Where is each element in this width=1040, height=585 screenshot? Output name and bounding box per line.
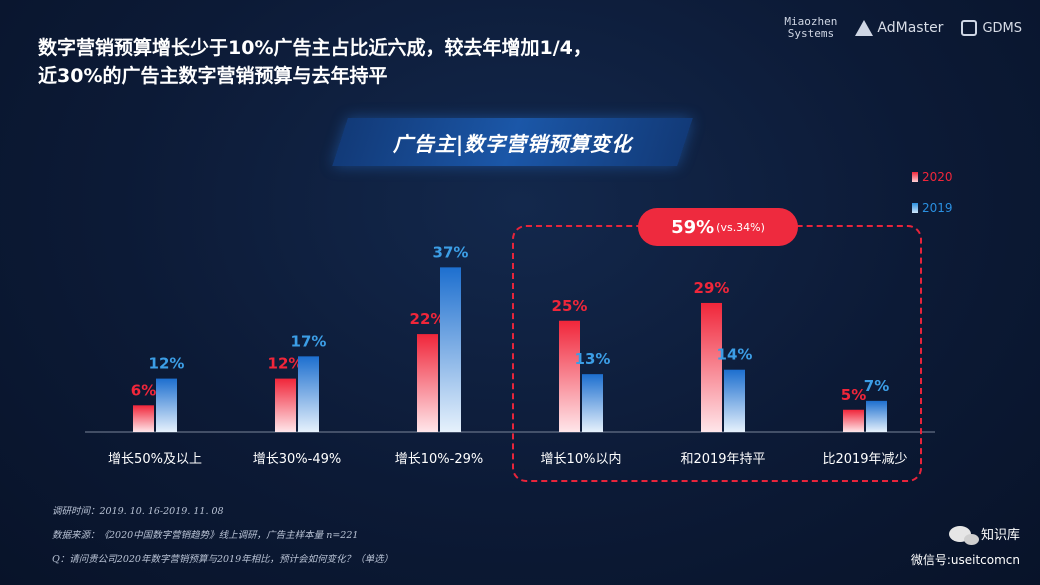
category-label-5: 比2019年减少 xyxy=(822,452,907,467)
gdms-logo: GDMS xyxy=(961,20,1022,36)
bar-2019-1 xyxy=(298,356,319,432)
legend-item-2019: 2019 xyxy=(912,201,953,215)
bar-2019-3 xyxy=(582,374,603,432)
footnote-data-source: 数据来源：《2020中国数字营销趋势》线上调研，广告主样本量 n=221 xyxy=(52,530,359,541)
watermark-name: 知识库 xyxy=(980,528,1020,543)
data-label-2020-4: 29% xyxy=(694,279,730,297)
miaozhen-logo-line-2: Systems xyxy=(787,27,835,40)
bar-2020-5 xyxy=(843,409,864,432)
watermark-account: 微信号:useitcomcn xyxy=(910,553,1020,567)
callout-note: (vs.34%) xyxy=(716,220,765,234)
miaozhen-logo-line-1: Miaozhen xyxy=(784,15,838,28)
data-label-2019-2: 37% xyxy=(433,243,469,261)
admaster-logo: AdMaster xyxy=(855,20,943,36)
bar-2019-0 xyxy=(156,378,177,432)
bar-2020-2 xyxy=(417,334,438,432)
admaster-logo-text: AdMaster xyxy=(877,20,944,36)
legend-label-2019: 2019 xyxy=(922,201,953,215)
admaster-mark-icon xyxy=(855,20,874,36)
wechat-watermark: 知识库 微信号:useitcomcn xyxy=(911,524,1020,568)
category-label-0: 增长50%及以上 xyxy=(108,452,202,467)
data-label-2019-5: 7% xyxy=(864,377,889,395)
bar-2020-1 xyxy=(275,378,296,432)
chart-legend: 2020 2019 xyxy=(912,170,953,232)
partner-logos: Miaozhen Systems AdMaster GDMS xyxy=(784,16,1022,40)
bars-group: 6% 12% 增长50%及以上 12% 17% 增长30%-49% 22% 37% 增长10%-… xyxy=(108,243,908,467)
data-label-2020-0: 6% xyxy=(131,381,156,399)
headline: 数字营销预算增长少于10%广告主占比近六成，较去年增加1/4， 近30%的广告主… xyxy=(38,34,592,90)
highlight-box xyxy=(512,225,922,482)
callout-badge: 59% (vs.34%) xyxy=(638,208,798,246)
data-label-2019-0: 12% xyxy=(149,355,185,373)
footnote-question: Q：请问贵公司2020年数字营销预算与2019年相比，预计会如何变化？（单选） xyxy=(52,554,394,565)
bar-2019-5 xyxy=(866,400,887,432)
data-label-2019-4: 14% xyxy=(717,346,753,364)
bar-2020-3 xyxy=(559,320,580,432)
category-label-3: 增长10%以内 xyxy=(541,451,622,467)
data-label-2020-1: 12% xyxy=(268,355,304,373)
headline-line-1: 数字营销预算增长少于10%广告主占比近六成，较去年增加1/4， xyxy=(38,37,592,59)
data-label-2020-5: 5% xyxy=(841,386,866,404)
data-label-2019-3: 13% xyxy=(575,350,611,368)
legend-item-2020: 2020 xyxy=(912,170,953,184)
category-label-4: 和2019年持平 xyxy=(680,452,765,467)
category-label-1: 增长30%-49% xyxy=(253,452,341,467)
bar-2020-0 xyxy=(133,405,154,432)
data-label-2020-3: 25% xyxy=(552,297,588,315)
wechat-icon xyxy=(948,525,979,545)
chart-title-banner: 广告主|数字营销预算变化 xyxy=(332,118,693,166)
legend-swatch-2020 xyxy=(912,172,918,182)
gdms-mark-icon xyxy=(961,20,978,36)
footnote-survey-time: 调研时间：2019. 10. 16-2019. 11. 08 xyxy=(52,506,224,517)
chart-title: 广告主|数字营销预算变化 xyxy=(392,131,633,156)
data-label-2019-1: 17% xyxy=(291,332,327,350)
bar-2019-4 xyxy=(724,369,745,432)
callout-value: 59% xyxy=(671,216,715,238)
category-label-2: 增长10%-29% xyxy=(395,452,483,467)
miaozhen-logo: Miaozhen Systems xyxy=(784,16,837,40)
legend-label-2020: 2020 xyxy=(922,170,953,184)
headline-line-2: 近30%的广告主数字营销预算与去年持平 xyxy=(38,65,388,87)
bar-2019-2 xyxy=(440,267,461,432)
bar-2020-4 xyxy=(701,302,722,432)
gdms-logo-text: GDMS xyxy=(982,20,1022,36)
legend-swatch-2019 xyxy=(912,203,918,213)
data-label-2020-2: 22% xyxy=(410,310,446,328)
